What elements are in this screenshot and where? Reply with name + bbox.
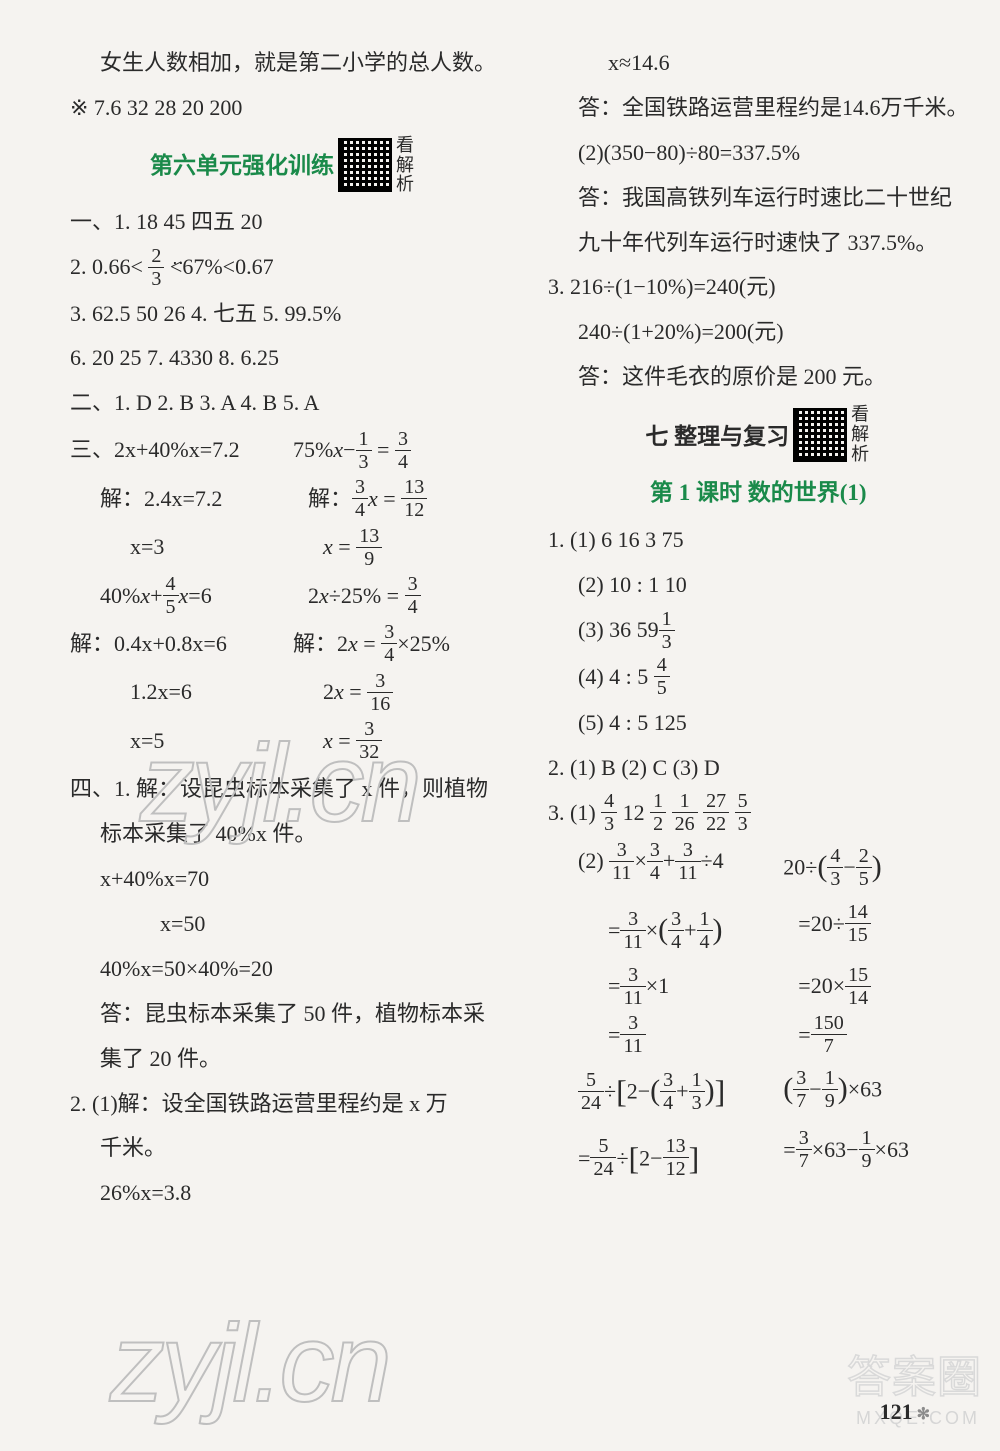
- eq-b1-r: 解：2x = 34×25%: [273, 623, 496, 667]
- q3-6: 524÷[2−(34+13)] (37−19)×63: [548, 1060, 969, 1126]
- corner-watermark: 答案圈: [847, 1341, 982, 1405]
- eq-row-b2: 1.2x=6 2x = 316: [70, 669, 496, 717]
- r3: (2)(350−80)÷80=337.5%: [548, 132, 969, 175]
- sec4-1c: x+40%x=70: [70, 858, 496, 901]
- eq-a1-r: 解：34x = 1312: [288, 478, 496, 522]
- q3-2r: 20÷(43−25): [763, 840, 968, 899]
- r8: 答：这件毛衣的原价是 200 元。: [548, 356, 969, 399]
- page-number: 121✻: [880, 1399, 930, 1425]
- q1-2: 2. 0.66< 23 <67%<0.67: [70, 246, 496, 290]
- r2: 答：全国铁路运营里程约是14.6万千米。: [548, 87, 969, 130]
- sec4-1a: 四、1. 解：设昆虫标本采集了 x 件，则植物: [70, 768, 496, 811]
- eq-row-b1: 解：0.4x+0.8x=6 解：2x = 34×25%: [70, 621, 496, 669]
- eq-b2-l: 1.2x=6: [70, 671, 303, 715]
- q3-7r: =37×63−19×63: [763, 1129, 968, 1191]
- eq-b3-r: x = 332: [303, 720, 496, 764]
- q1-3r: (3) 36 5913: [548, 609, 969, 653]
- eq-row-a1: 解：2.4x=7.2 解：34x = 1312: [70, 476, 496, 524]
- sec4-2c: 26%x=3.8: [70, 1172, 496, 1215]
- chapter7-row: 七 整理与复习 看解析: [548, 405, 969, 464]
- q1-2b: <67%<0.67: [170, 254, 274, 279]
- q3-4l: =311×1: [548, 965, 778, 1009]
- q1-5r: (5) 4 : 5 125: [548, 702, 969, 745]
- q3-5l: =311: [548, 1014, 778, 1058]
- page: 女生人数相加，就是第二小学的总人数。 ※ 7.6 32 28 20 200 第六…: [0, 0, 1000, 1451]
- q1-1: 一、1. 18 45 四五 20: [70, 201, 496, 244]
- sec4-2b: 千米。: [70, 1127, 496, 1170]
- q3-6l: 524÷[2−(34+13)]: [548, 1062, 763, 1124]
- sec4-1e: 40%x=50×40%=20: [70, 948, 496, 991]
- sec4-1f: 答：昆虫标本采集了 50 件，植物标本采: [70, 993, 496, 1036]
- q2r: 2. (1) B (2) C (3) D: [548, 747, 969, 790]
- q1-3: 3. 62.5 50 26 4. 七五 5. 99.5%: [70, 293, 496, 336]
- r6: 3. 216÷(1−10%)=240(元): [548, 266, 969, 309]
- q3-3l: =311×(34+14): [548, 903, 778, 962]
- sec4-1d: x=50: [70, 903, 496, 946]
- q3-3: =311×(34+14) =20÷1415: [548, 901, 969, 964]
- eq-b1-l: 解：0.4x+0.8x=6: [70, 623, 273, 667]
- qr-icon-2: [793, 408, 847, 462]
- q3-2: (2) 311×34+311÷4 20÷(43−25): [548, 838, 969, 901]
- q1-2r: (2) 10 : 1 10: [548, 564, 969, 607]
- q1-4r: (4) 4 : 5 45: [548, 656, 969, 700]
- intro-text: 女生人数相加，就是第二小学的总人数。: [70, 42, 496, 85]
- q3-7: =524÷[2−1312] =37×63−19×63: [548, 1127, 969, 1193]
- eq-b-r: 2x÷25% = 34: [288, 575, 496, 619]
- r7: 240÷(1+20%)=200(元): [548, 311, 969, 354]
- eq-row-a2: x=3 x = 139: [70, 524, 496, 572]
- q3-5: =311 =1507: [548, 1012, 969, 1060]
- q1-6: 6. 20 25 7. 4330 8. 6.25: [70, 337, 496, 380]
- right-column: x≈14.6 答：全国铁路运营里程约是14.6万千米。 (2)(350−80)÷…: [528, 40, 969, 1411]
- page-star-icon: ✻: [917, 1406, 930, 1423]
- q3-7l: =524÷[2−1312]: [548, 1129, 763, 1191]
- lesson1-title: 第 1 课时 数的世界(1): [548, 471, 969, 516]
- eq-a2-r: x = 139: [303, 526, 496, 570]
- r4: 答：我国高铁列车运行时速比二十世纪: [548, 177, 969, 220]
- eq-a-r: 75%x−13 = 34: [273, 429, 496, 473]
- r1: x≈14.6: [548, 42, 969, 85]
- frac-2-3: 23: [148, 246, 164, 289]
- eq-b3-l: x=5: [70, 720, 303, 764]
- q2: 二、1. D 2. B 3. A 4. B 5. A: [70, 382, 496, 425]
- eq-b-l: 40%x+45x=6: [70, 575, 288, 619]
- q3-6r: (37−19)×63: [763, 1062, 968, 1124]
- eq-a2-l: x=3: [70, 526, 303, 570]
- q3-4: =311×1 =20×1514: [548, 963, 969, 1011]
- qr-icon: [338, 138, 392, 192]
- eq-a1-l: 解：2.4x=7.2: [70, 478, 288, 522]
- q3-5r: =1507: [778, 1014, 968, 1058]
- unit6-title-row: 第六单元强化训练 看解析: [70, 136, 496, 195]
- unit6-title: 第六单元强化训练: [150, 144, 334, 189]
- left-column: 女生人数相加，就是第二小学的总人数。 ※ 7.6 32 28 20 200 第六…: [70, 40, 516, 1411]
- eq-row-b3: x=5 x = 332: [70, 718, 496, 766]
- star-line: ※ 7.6 32 28 20 200: [70, 87, 496, 130]
- q1-1r: 1. (1) 6 16 3 75: [548, 519, 969, 562]
- chapter7-title: 七 整理与复习: [645, 415, 789, 460]
- q3-3r: =20÷1415: [778, 903, 968, 962]
- sec4-1g: 集了 20 件。: [70, 1038, 496, 1081]
- r5: 九十年代列车运行时速快了 337.5%。: [548, 222, 969, 265]
- sec4-2a: 2. (1)解：设全国铁路运营里程约是 x 万: [70, 1083, 496, 1126]
- qr-label-2: 看解析: [851, 405, 871, 464]
- q3-2l: (2) 311×34+311÷4: [548, 840, 763, 899]
- eq-a-l: 三、2x+40%x=7.2: [70, 429, 273, 473]
- eq-row-b: 40%x+45x=6 2x÷25% = 34: [70, 573, 496, 621]
- qr-label: 看解析: [396, 136, 416, 195]
- page-number-value: 121: [880, 1399, 913, 1424]
- eq-b2-r: 2x = 316: [303, 671, 496, 715]
- q3-1: 3. (1) 43 12 12 126 2722 53: [548, 792, 969, 836]
- eq-row-a: 三、2x+40%x=7.2 75%x−13 = 34: [70, 427, 496, 475]
- sec4-1b: 标本采集了 40%x 件。: [70, 813, 496, 856]
- q3-4r: =20×1514: [778, 965, 968, 1009]
- q1-2a: 2. 0.66<: [70, 254, 143, 279]
